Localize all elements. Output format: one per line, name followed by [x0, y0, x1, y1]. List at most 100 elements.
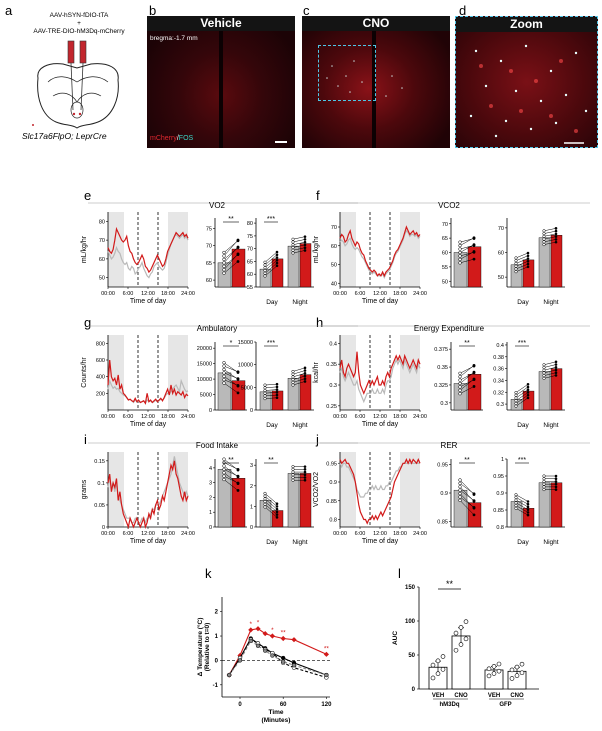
paired-line	[264, 262, 278, 274]
data-point	[458, 254, 462, 258]
y-tick-label: 0.95	[437, 463, 448, 469]
y-tick-label: 150	[405, 585, 416, 591]
paired-line	[543, 233, 557, 237]
data-point	[458, 375, 462, 379]
data-point	[303, 476, 307, 479]
data-point	[281, 655, 286, 661]
data-point	[472, 257, 476, 261]
data-point	[542, 374, 546, 378]
data-point	[291, 237, 295, 241]
data-point	[303, 238, 307, 241]
micrograph-zoom: Zoom	[455, 16, 598, 148]
data-point	[526, 502, 530, 506]
y-tick-label: 0	[412, 687, 416, 693]
data-point	[263, 386, 267, 390]
data-point	[472, 499, 476, 503]
y-tick-label: 0.05	[94, 503, 105, 509]
paired-line	[515, 392, 529, 401]
paired-line	[515, 494, 529, 502]
y-axis-label: grams	[81, 479, 88, 499]
data-point	[509, 676, 515, 681]
data-point	[440, 654, 446, 659]
data-point	[514, 404, 518, 408]
data-point	[291, 478, 295, 482]
data-point	[514, 391, 518, 395]
data-point	[222, 471, 226, 475]
data-point	[514, 393, 518, 397]
data-point	[526, 262, 530, 266]
x-tick-label: 6:00	[123, 414, 134, 420]
y-tick-label: 0.8	[496, 525, 504, 531]
data-point	[263, 271, 267, 275]
paired-line	[515, 384, 529, 393]
data-point	[458, 485, 462, 489]
g-bars-chart	[213, 342, 247, 411]
panel-label-d: d	[459, 3, 467, 18]
data-point	[222, 467, 226, 471]
y-tick-label: 0.34	[493, 378, 504, 384]
paired-line	[264, 251, 278, 263]
y-tick-label: 1	[501, 457, 504, 463]
data-point	[453, 630, 459, 636]
paired-line	[515, 252, 529, 259]
data-point	[236, 377, 240, 381]
paired-line	[543, 230, 557, 234]
data-point	[458, 392, 462, 396]
data-point	[303, 465, 307, 468]
data-point	[554, 232, 558, 236]
data-point	[275, 502, 279, 506]
x-tick-label: 12:00	[373, 291, 387, 297]
y-tick-label: 200	[96, 391, 105, 397]
y-tick-label: 0	[102, 525, 105, 531]
j-daynight-chart	[505, 458, 565, 528]
paired-line	[459, 386, 475, 394]
data-point	[458, 243, 462, 248]
paired-line	[223, 479, 239, 491]
micrograph-title-zoom: Zoom	[456, 17, 597, 32]
data-point	[275, 393, 279, 397]
x-tick-label: 24:00	[413, 531, 427, 537]
data-point	[281, 659, 286, 664]
y-tick-label: 10000	[238, 363, 253, 369]
paired-line	[264, 257, 278, 268]
x-tick-label: 24:00	[181, 414, 195, 420]
data-point	[303, 240, 307, 244]
y-tick-label: 2	[215, 610, 219, 616]
paired-line	[264, 383, 278, 386]
data-point	[275, 513, 279, 516]
x-category-label: Day	[517, 299, 529, 306]
data-point	[514, 506, 518, 510]
veh-series-line	[339, 462, 420, 498]
y-tick-label: 0	[209, 525, 212, 531]
y-axis-label: Counts/hr	[81, 357, 88, 388]
scale-bar	[275, 141, 287, 143]
x-tick-label: 120	[321, 702, 332, 708]
paired-line	[264, 389, 278, 391]
data-point	[542, 363, 546, 367]
data-point	[275, 396, 279, 400]
data-point	[236, 246, 240, 250]
y-tick-label: 0.95	[493, 474, 504, 480]
data-point	[263, 274, 267, 278]
data-point	[458, 257, 462, 262]
paired-line	[292, 370, 306, 375]
data-point	[554, 477, 558, 481]
x-tick-label: 00:00	[101, 291, 115, 297]
y-tick-label: 60	[99, 257, 105, 263]
chart-title: Food Intake	[196, 441, 239, 450]
bar-night-cno	[550, 482, 563, 528]
data-point	[519, 661, 525, 667]
x-tick-label: 12:00	[141, 414, 155, 420]
paired-line	[459, 479, 475, 495]
data-point	[472, 506, 476, 510]
x-tick-label: 6:00	[355, 531, 366, 537]
data-point	[275, 253, 279, 257]
paired-line	[543, 372, 557, 376]
sig-label: *	[230, 340, 233, 347]
y-tick-label: 1	[209, 510, 212, 516]
paired-line	[292, 367, 306, 372]
y-tick-label: 55	[247, 285, 253, 291]
y-axis-label: Δ Temperature (°C)	[196, 618, 204, 677]
paired-line	[515, 261, 529, 267]
bar-night-cno	[550, 235, 563, 288]
